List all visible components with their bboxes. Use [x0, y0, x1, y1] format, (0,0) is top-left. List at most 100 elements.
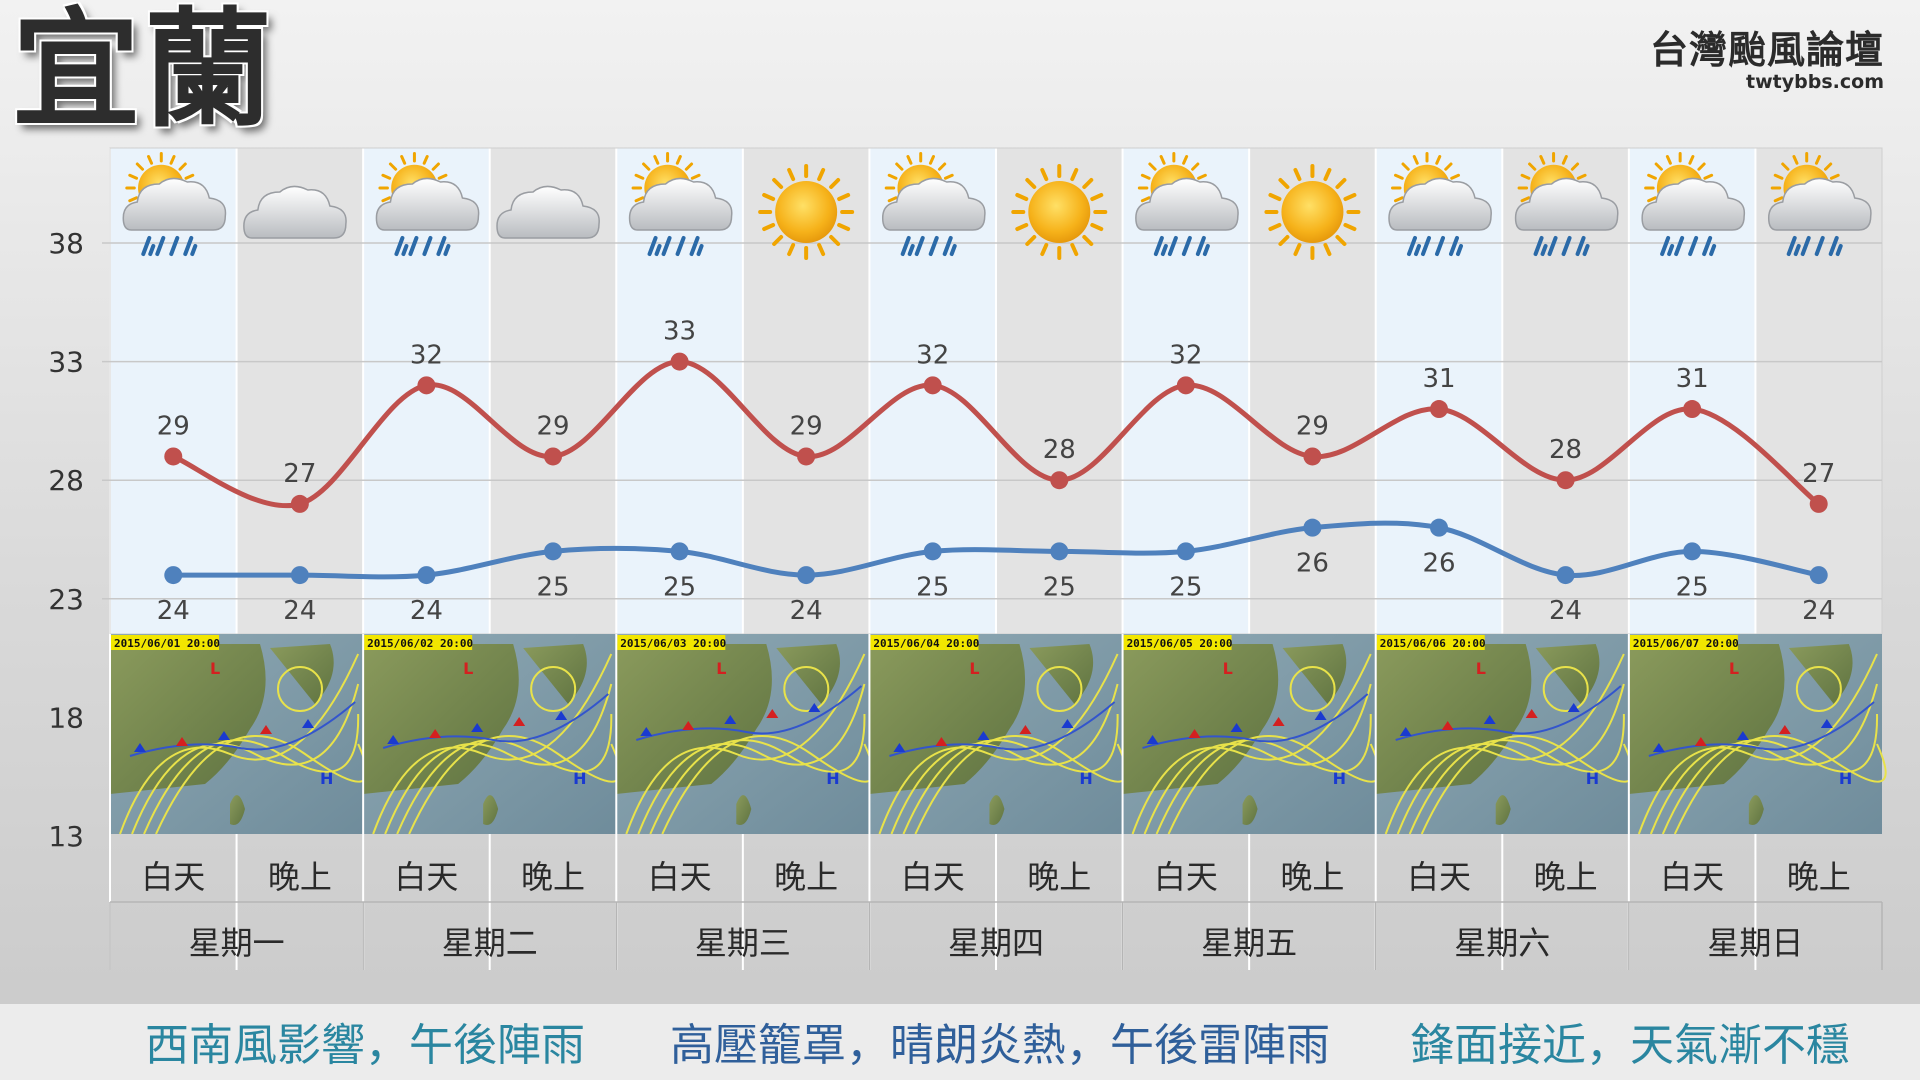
low-pressure-label: L — [463, 659, 473, 678]
map-timestamp-bg — [1376, 635, 1485, 650]
front-symbol — [555, 711, 568, 720]
low-temp-point — [1176, 542, 1195, 561]
y-tick-label: 28 — [48, 464, 84, 497]
high-temp-label: 31 — [1676, 364, 1709, 394]
weather-map: H L 2015/06/07 20:00 — [1627, 634, 1887, 835]
map-island — [736, 795, 752, 825]
isobar — [1795, 666, 1842, 712]
high-temp-point — [1050, 471, 1069, 490]
map-timestamp-bg — [364, 635, 473, 650]
low-temp-point — [1809, 566, 1828, 585]
low-temp-label: 25 — [663, 572, 696, 602]
low-pressure-label: L — [1476, 659, 1486, 678]
high-temp-point — [1303, 447, 1322, 466]
brand-logo: 台灣颱風論壇 twtybbs.com — [1650, 28, 1884, 94]
front-symbol — [1272, 717, 1285, 726]
front-line — [635, 685, 863, 741]
map-island — [230, 795, 245, 825]
low-temp-label: 24 — [157, 596, 190, 626]
high-temp-point — [670, 352, 689, 371]
period-label-day: 白天 — [648, 858, 712, 896]
front-symbol — [1441, 721, 1454, 730]
city-title: 宜蘭 — [12, 0, 277, 145]
front-symbol — [1483, 715, 1496, 724]
high-pressure-label: H — [573, 769, 586, 788]
front-symbol — [1652, 743, 1665, 752]
day-label: 星期五 — [1201, 924, 1297, 962]
isobar — [649, 713, 866, 835]
weather-map: H L 2015/06/01 20:00 — [109, 634, 368, 835]
y-tick-label: 23 — [48, 583, 84, 616]
period-label-night: 晚上 — [268, 858, 332, 896]
front-line — [1395, 685, 1622, 741]
weather-map: H L 2015/06/03 20:00 — [615, 634, 875, 835]
isobar — [1637, 653, 1878, 835]
isobar — [372, 653, 613, 835]
map-timestamp-bg — [1629, 635, 1738, 650]
isobar — [277, 666, 323, 712]
period-label-night: 晚上 — [1027, 858, 1091, 896]
high-temp-point — [544, 447, 562, 466]
high-temp-point — [290, 494, 309, 513]
high-temp-label: 29 — [1296, 411, 1329, 441]
front-symbol — [387, 735, 400, 744]
isobar — [890, 683, 1119, 835]
front-line — [889, 701, 1116, 757]
low-temp-point — [1556, 566, 1575, 585]
map-island — [1242, 795, 1258, 825]
y-tick-label: 38 — [48, 227, 84, 260]
phase-label-high-pressure: 高壓籠罩，晴朗炎熱，午後雷陣雨 — [670, 1020, 1330, 1071]
weather-map: H L 2015/06/05 20:00 — [1121, 634, 1381, 835]
front-symbol — [1778, 725, 1791, 734]
isobar — [902, 713, 1119, 835]
high-pressure-label: H — [1079, 769, 1092, 788]
brand-url: twtybbs.com — [1746, 71, 1884, 93]
map-timestamp: 2015/06/06 20:00 — [1380, 637, 1486, 650]
map-island — [1748, 795, 1764, 825]
map-island — [483, 795, 499, 825]
high-temp-point — [417, 376, 436, 395]
map-land — [1788, 644, 1853, 704]
high-temp-point — [1430, 400, 1448, 419]
low-pressure-label: L — [716, 659, 726, 678]
front-symbol — [1061, 719, 1074, 728]
map-timestamp: 2015/06/05 20:00 — [1127, 637, 1233, 650]
isobar — [1649, 683, 1878, 835]
high-temp-label: 28 — [1549, 435, 1582, 465]
period-label-day: 白天 — [1407, 858, 1471, 896]
map-land — [1535, 644, 1600, 704]
low-temp-label: 25 — [1043, 572, 1076, 602]
front-symbol — [1736, 731, 1749, 740]
day-label: 星期一 — [189, 924, 285, 962]
forecast-summary-bar — [0, 1004, 1920, 1080]
phase-label-front-approaching: 鋒面接近，天氣漸不穩 — [1410, 1020, 1850, 1071]
weather-map: H L 2015/06/06 20:00 — [1374, 634, 1634, 835]
low-temp-label: 24 — [410, 596, 443, 626]
isobar — [143, 713, 360, 835]
isobar — [1396, 683, 1625, 835]
period-label-day: 白天 — [394, 858, 458, 896]
front-symbol — [1230, 723, 1243, 732]
map-land — [523, 644, 587, 704]
map-timestamp-bg — [617, 635, 726, 650]
front-symbol — [724, 715, 737, 724]
front-symbol — [1525, 709, 1538, 718]
high-pressure-label: H — [320, 769, 333, 788]
low-temp-point — [164, 566, 183, 585]
day-label: 星期六 — [1454, 924, 1550, 962]
front-symbol — [640, 727, 653, 736]
front-symbol — [893, 743, 906, 752]
high-temp-label: 32 — [916, 340, 949, 370]
map-timestamp-bg — [111, 635, 219, 650]
day-label: 星期日 — [1707, 924, 1803, 962]
high-temp-label: 32 — [410, 340, 443, 370]
high-temp-point — [797, 447, 816, 466]
front-symbol — [302, 719, 314, 728]
front-symbol — [935, 737, 948, 746]
isobar — [1155, 713, 1372, 835]
low-temp-label: 24 — [790, 596, 823, 626]
isobar — [1408, 713, 1625, 835]
high-pressure-label: H — [826, 769, 839, 788]
high-pressure-label: H — [1839, 769, 1852, 788]
map-island — [989, 795, 1005, 825]
